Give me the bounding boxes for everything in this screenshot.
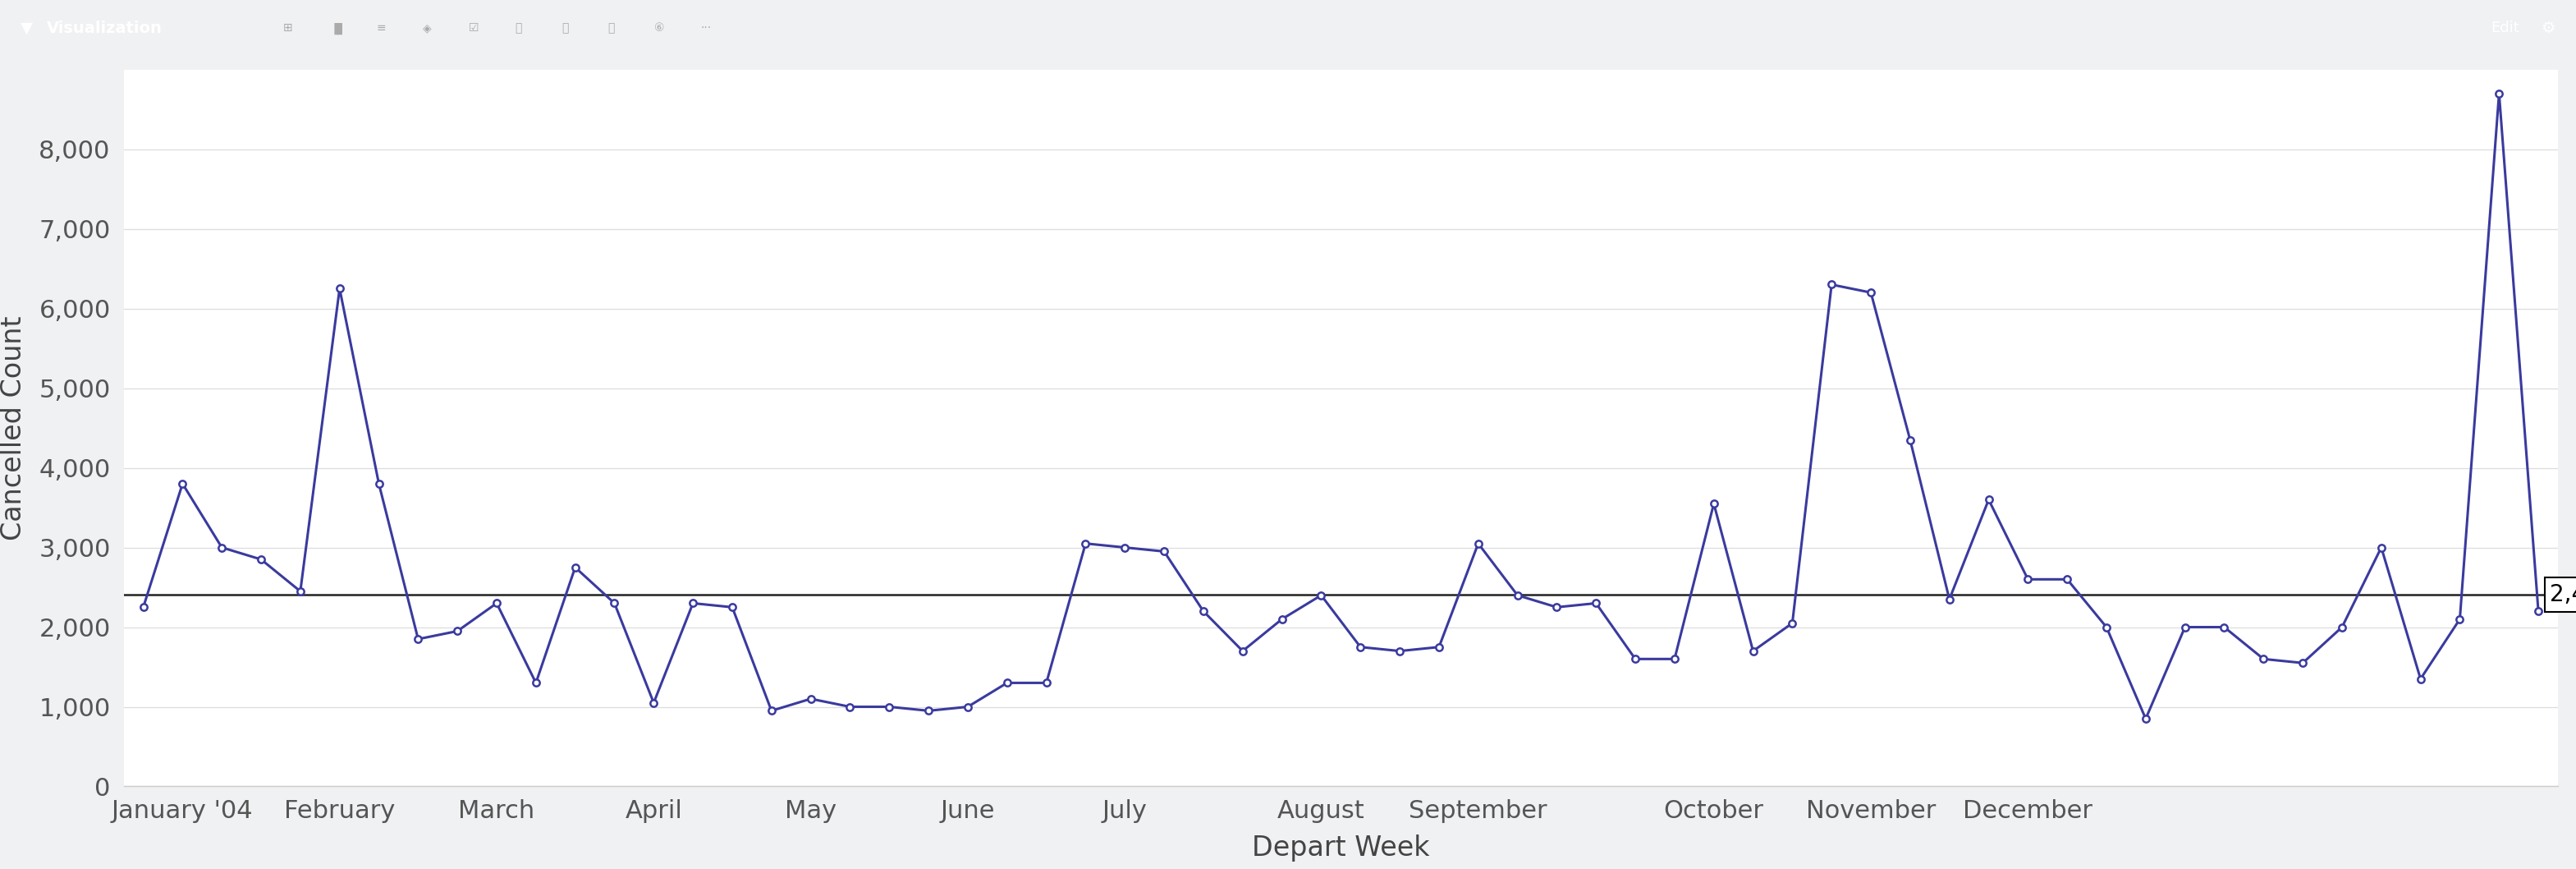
Text: Edit: Edit (2491, 21, 2519, 36)
X-axis label: Depart Week: Depart Week (1252, 835, 1430, 862)
Text: ⑥: ⑥ (654, 23, 665, 34)
Text: Visualization: Visualization (46, 21, 162, 36)
Text: ···: ··· (701, 23, 711, 34)
Text: ▼: ▼ (21, 21, 33, 36)
Text: ⚙: ⚙ (2540, 21, 2555, 36)
Text: ☑: ☑ (469, 23, 479, 34)
Text: ⬛: ⬛ (515, 23, 523, 34)
Text: 2,410.51: 2,410.51 (2550, 583, 2576, 606)
Text: ≡: ≡ (376, 23, 386, 34)
Text: 🌐: 🌐 (608, 23, 616, 34)
Text: 🕐: 🕐 (562, 23, 569, 34)
Text: ▐▌: ▐▌ (330, 23, 348, 34)
Text: ⊞: ⊞ (283, 23, 294, 34)
Text: ◈: ◈ (422, 23, 430, 34)
Y-axis label: Cancelled Count: Cancelled Count (0, 315, 28, 541)
